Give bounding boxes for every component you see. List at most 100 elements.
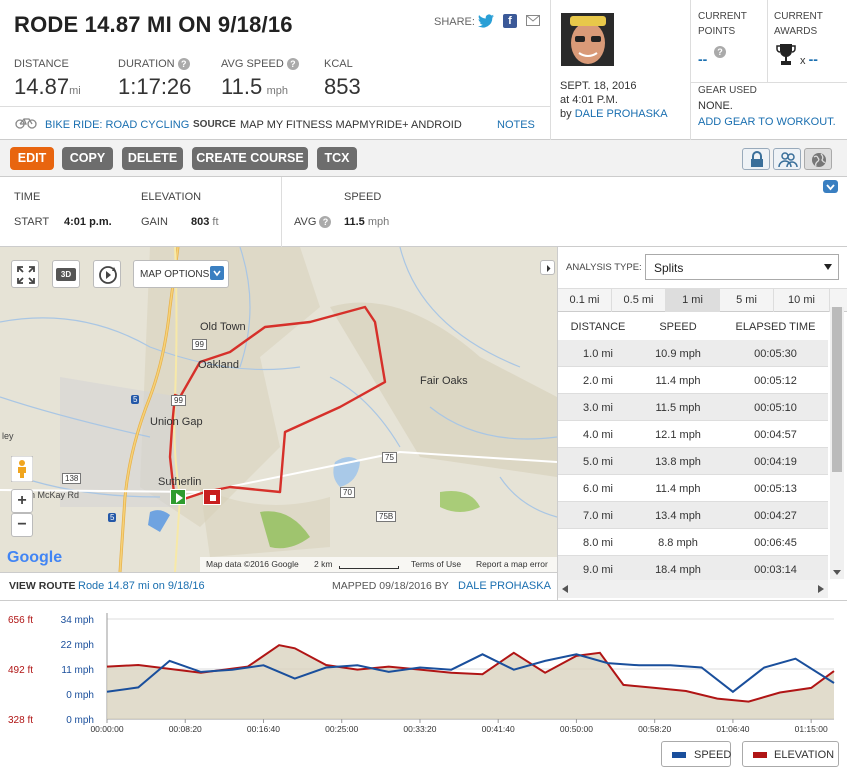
speed-tick-label: 0 mph (66, 690, 94, 701)
column-header: SPEED (659, 321, 697, 333)
stat-label: AVG SPEED (221, 58, 284, 70)
tcx-button[interactable]: TCX (317, 147, 357, 170)
facebook-icon[interactable]: f (503, 14, 517, 28)
points-label-1: CURRENT (698, 11, 747, 22)
table-scrollbar[interactable] (830, 307, 844, 579)
twitter-icon[interactable] (478, 14, 494, 28)
road-shield: 99 (192, 339, 207, 350)
scroll-left-icon[interactable] (562, 585, 568, 593)
legend-label: SPEED (694, 749, 732, 761)
3d-button[interactable]: 3D (52, 260, 80, 288)
edit-button[interactable]: EDIT (10, 147, 54, 170)
map-options-dropdown[interactable]: MAP OPTIONS (133, 260, 229, 288)
divider (767, 0, 768, 82)
scrollbar-thumb[interactable] (832, 307, 842, 472)
table-cell: 12.1 mph (655, 429, 701, 441)
notes-link[interactable]: NOTES (497, 119, 535, 131)
email-icon[interactable] (526, 15, 540, 26)
avg-label-text: AVG (294, 216, 317, 228)
stat-avg-speed: 11.5 mph (221, 74, 288, 100)
map-place-label: Old Town (200, 321, 246, 333)
horizontal-scrollbar[interactable] (558, 580, 828, 598)
scroll-right-icon[interactable] (818, 585, 824, 593)
mapped-by-link[interactable]: DALE PROHASKA (458, 580, 551, 592)
map-data-text: Map data ©2016 Google (206, 559, 299, 569)
table-header: DISTANCE SPEED ELAPSED TIME (558, 315, 828, 340)
table-cell: 00:05:13 (754, 483, 797, 495)
elevation-speed-chart: 656 ft 492 ft 328 ft 34 mph 22 mph 11 mph 0 mp… (0, 600, 847, 764)
x-tick-label: 00:33:20 (403, 724, 436, 734)
fullscreen-button[interactable] (11, 260, 39, 288)
elevation-tick-label: 492 ft (8, 665, 33, 676)
zoom-out-button[interactable]: − (11, 513, 33, 537)
road-shield: 75 (382, 452, 397, 463)
replay-button[interactable] (93, 260, 121, 288)
zoom-in-button[interactable]: + (11, 489, 33, 513)
chevron-right-icon (547, 265, 551, 272)
workout-date: SEPT. 18, 2016 at 4:01 P.M. by DALE PROH… (560, 79, 668, 121)
segment-tab-0-5[interactable]: 0.5 mi (612, 288, 666, 312)
table-cell: 8.0 mi (583, 537, 613, 549)
report-error-link[interactable]: Report a map error (476, 559, 548, 569)
segment-tab-10[interactable]: 10 mi (774, 288, 830, 312)
awards-label-2: AWARDS (774, 26, 818, 37)
elevation-tick-label: 328 ft (8, 715, 33, 726)
road-shield: 5 (131, 395, 140, 404)
stat-unit: mph (266, 85, 289, 97)
privacy-lock-button[interactable] (742, 148, 770, 170)
help-icon[interactable]: ? (714, 46, 726, 58)
delete-button[interactable]: DELETE (122, 147, 183, 170)
segment-tab-5[interactable]: 5 mi (720, 288, 774, 312)
table-cell: 00:04:57 (754, 429, 797, 441)
stat-label: DURATION (118, 58, 175, 70)
expand-details-button[interactable] (823, 180, 838, 193)
terms-link[interactable]: Terms of Use (411, 559, 462, 569)
table-cell: 11.4 mph (655, 375, 701, 387)
road-shield: 5 (108, 513, 117, 522)
privacy-public-button[interactable] (804, 148, 832, 170)
x-tick-label: 00:00:00 (90, 724, 123, 734)
legend-speed[interactable]: SPEED (661, 741, 731, 767)
analysis-panel: ANALYSIS TYPE: Splits 0.1 mi 0.5 mi 1 mi… (557, 247, 847, 600)
activity-type-link[interactable]: BIKE RIDE: ROAD CYCLING (45, 119, 190, 131)
street-view-pegman[interactable] (10, 455, 34, 487)
gain-value: 803 (191, 216, 210, 228)
author-link[interactable]: DALE PROHASKA (574, 108, 668, 120)
awards-label-1: CURRENT (774, 11, 823, 22)
help-icon[interactable]: ? (286, 58, 299, 71)
avatar[interactable] (561, 13, 614, 66)
chart-canvas: 656 ft 492 ft 328 ft 34 mph 22 mph 11 mph 0 mp… (8, 613, 835, 734)
table-cell: 9.0 mi (583, 564, 613, 576)
privacy-friends-button[interactable] (773, 148, 801, 170)
segment-tab-0-1[interactable]: 0.1 mi (558, 288, 612, 312)
create-course-button[interactable]: CREATE COURSE (192, 147, 308, 170)
finish-marker[interactable] (203, 489, 221, 505)
x-tick-label: 00:25:00 (325, 724, 358, 734)
map-scale-bar (339, 566, 399, 569)
table-cell: 11.5 mph (655, 402, 701, 414)
stat-duration: 1:17:26 (118, 74, 192, 99)
table-row: 6.0 mi 11.4 mph 00:05:13 (558, 475, 828, 502)
speed-line (106, 653, 835, 694)
help-icon[interactable]: ? (177, 58, 190, 71)
start-marker[interactable] (170, 489, 186, 505)
scroll-down-icon[interactable] (833, 570, 841, 576)
add-gear-link[interactable]: ADD GEAR TO WORKOUT. (698, 116, 836, 128)
details-section (0, 177, 847, 247)
legend-elevation[interactable]: ELEVATION (742, 741, 839, 767)
map-options-label: MAP OPTIONS (140, 269, 210, 280)
road-shield: 70 (340, 487, 355, 498)
segment-tab-1[interactable]: 1 mi (666, 288, 720, 312)
table-row: 9.0 mi 18.4 mph 00:03:14 (558, 556, 828, 583)
help-icon[interactable]: ? (319, 216, 332, 229)
share-label: SHARE: (434, 16, 475, 28)
collapse-panel-button[interactable] (540, 260, 555, 275)
copy-button[interactable]: COPY (62, 147, 113, 170)
route-map[interactable]: Old Town Oakland Union Gap Sutherlin Fai… (0, 247, 557, 572)
analysis-type-select[interactable]: Splits (645, 254, 839, 280)
x-tick-label: 00:50:00 (560, 724, 593, 734)
view-route-link[interactable]: Rode 14.87 mi on 9/18/16 (78, 580, 205, 592)
table-cell: 2.0 mi (583, 375, 613, 387)
table-cell: 4.0 mi (583, 429, 613, 441)
divider (550, 0, 551, 140)
